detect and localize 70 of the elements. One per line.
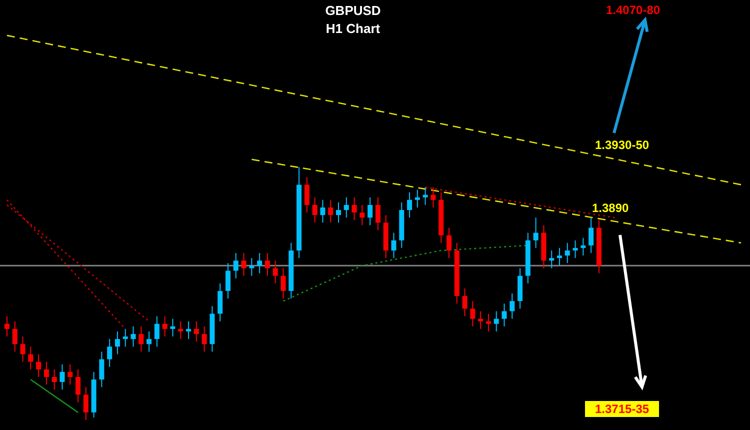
candlestick (344, 196, 349, 218)
candlestick (391, 232, 396, 259)
candlestick (320, 199, 326, 224)
candlestick (478, 310, 484, 330)
candlestick (114, 330, 120, 355)
candlestick (249, 258, 254, 276)
candlestick (407, 192, 412, 218)
candlestick (12, 320, 18, 352)
candlestick (233, 252, 238, 279)
chart-subtitle: H1 Chart (326, 21, 381, 36)
candlestick (257, 252, 262, 274)
candlestick (430, 186, 436, 208)
candlestick (130, 326, 136, 348)
candlestick (225, 262, 230, 300)
text: 1.3930-50 (595, 138, 650, 152)
candlestick (422, 186, 428, 206)
text: 1.4070-80 (606, 3, 660, 17)
candlestick (414, 189, 420, 208)
candlestick (580, 237, 586, 256)
candlestick (328, 199, 334, 224)
candlestick (52, 368, 57, 390)
candlestick (264, 252, 270, 276)
candlestick (107, 338, 112, 368)
candlestick (28, 346, 34, 370)
candlestick (510, 293, 515, 320)
candlestick (588, 217, 594, 254)
candlestick (186, 320, 192, 340)
candlestick (360, 204, 365, 226)
candlestick (202, 326, 207, 352)
candlestick (368, 196, 373, 226)
candlestick (312, 196, 318, 224)
candlestick (533, 217, 538, 248)
candlestick (564, 242, 570, 264)
candlestick (178, 320, 184, 340)
chart-title: GBPUSD (325, 3, 381, 18)
candlestick (336, 202, 341, 224)
annotation: 1.3890 (592, 201, 629, 215)
annotation: 1.3715-35 (585, 401, 660, 417)
candlestick (352, 196, 357, 221)
candlestick (494, 310, 499, 332)
candlestick (470, 300, 476, 327)
candlestick (218, 282, 223, 322)
candlestick (557, 247, 562, 266)
candlestick (462, 288, 468, 317)
candlestick (83, 386, 88, 420)
candlestick (36, 354, 42, 378)
candlestick (194, 320, 199, 342)
candlestick (170, 318, 176, 338)
candlestick (572, 240, 578, 259)
candlestick (162, 316, 168, 338)
candlestick (122, 328, 128, 348)
candlestick (154, 316, 160, 348)
candlestick (272, 260, 278, 284)
candlestick (138, 326, 144, 352)
candlestick (68, 364, 73, 386)
candlestick (44, 361, 49, 386)
candlestick (60, 364, 65, 390)
candlestick (241, 252, 246, 276)
candlestick (76, 368, 81, 403)
candlestick (549, 250, 554, 269)
candlestick (446, 227, 452, 259)
candlestick (280, 268, 286, 300)
candlestick (375, 196, 380, 231)
candlestick (20, 336, 26, 362)
candlestick (486, 313, 491, 332)
candlestick (146, 330, 152, 352)
candlestick (99, 351, 104, 388)
candlestick (304, 176, 310, 214)
candlestick (4, 316, 10, 338)
candlestick (502, 303, 507, 327)
